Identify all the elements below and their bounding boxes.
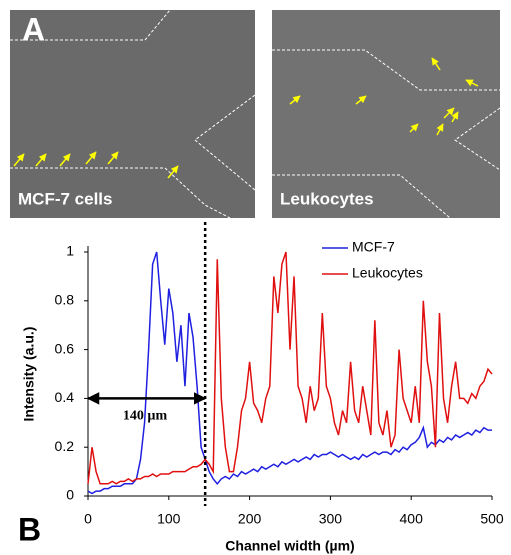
x-tick-label: 400 — [400, 511, 424, 527]
x-tick-label: 500 — [480, 511, 504, 527]
x-tick-label: 300 — [319, 511, 343, 527]
y-axis-title: Intensity (a.u.) — [21, 327, 37, 422]
y-tick-label: 0 — [66, 487, 74, 503]
x-tick-label: 200 — [238, 511, 262, 527]
intensity-chart: 0 0.2 0.4 0.6 0.8 1 0 100 200 300 400 500 Channel wi… — [21, 222, 504, 554]
y-tick-label: 0.4 — [55, 389, 75, 405]
micrograph-leukocytes: Leukocytes — [272, 10, 501, 219]
image-caption: Leukocytes — [280, 189, 374, 208]
legend-label: MCF-7 — [352, 239, 395, 255]
annotation: 140 µm — [123, 409, 168, 424]
x-tick-label: 100 — [157, 511, 181, 527]
data-line — [87, 251, 492, 495]
legend-label: Leukocytes — [352, 265, 423, 281]
y-tick-label: 0.2 — [55, 438, 75, 454]
y-tick-label: 0.8 — [55, 292, 75, 308]
data-line — [87, 251, 493, 485]
image-caption: MCF-7 cells — [18, 189, 112, 208]
y-tick-label: 0.6 — [55, 340, 75, 356]
micrograph-mcf7: A MCF-7 cells — [10, 9, 256, 219]
x-tick-label: 0 — [84, 511, 92, 527]
y-tick-label: 1 — [66, 243, 74, 259]
panel-label: A — [22, 11, 45, 47]
x-axis-title: Channel width (µm) — [225, 538, 354, 554]
panel-label: B — [18, 511, 41, 547]
